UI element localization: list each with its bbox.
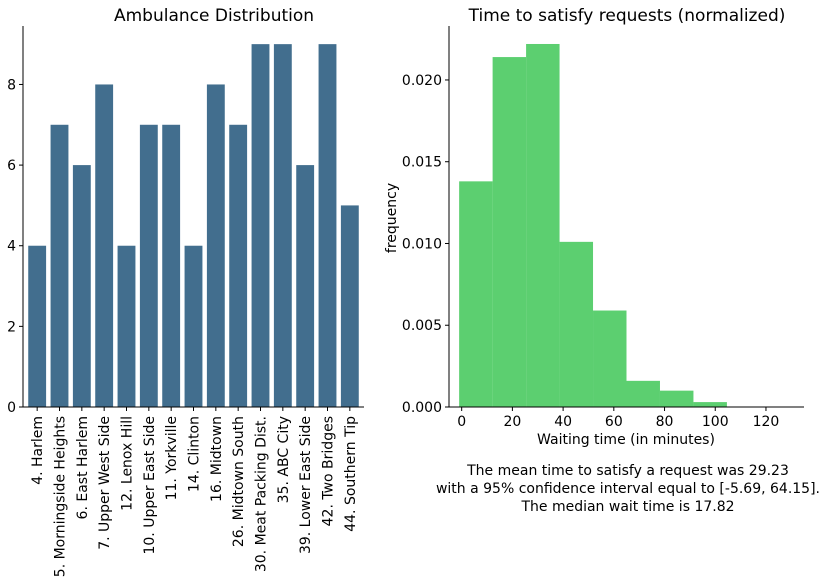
right-y-axis-label: frequency	[384, 183, 400, 253]
summary-line-median: The median wait time is 17.82	[521, 499, 735, 515]
summary-line-ci: with a 95% confidence interval equal to …	[435, 481, 821, 497]
x-tick-label: 26. Midtown South	[231, 416, 247, 547]
x-tick-label: 39. Lower East Side	[298, 416, 314, 554]
x-tick-label: 11. Yorkville	[164, 416, 180, 500]
x-tick-label: 44. Southern Tip	[343, 416, 359, 532]
bar	[50, 124, 69, 408]
right-histogram-plot: 0 20 40 60 80 100 120 0.000 0.005 0.010 0.015 0.020	[402, 26, 804, 430]
y-tick-label: 0.020	[402, 73, 442, 89]
bar	[162, 124, 181, 408]
x-tick-label: 14. Clinton	[187, 416, 203, 492]
bar	[28, 245, 47, 407]
y-tick-label: 8	[7, 77, 16, 93]
x-tick-label: 10. Upper East Side	[142, 416, 158, 555]
x-tick-label: 35. ABC City	[276, 416, 292, 503]
histogram-bar	[626, 380, 660, 407]
x-tick-label: 40	[554, 414, 572, 430]
right-chart-title: Time to satisfy requests (normalized)	[468, 6, 786, 26]
bar	[184, 245, 203, 407]
x-tick-label: 120	[753, 414, 780, 430]
histogram-bar	[693, 402, 727, 407]
y-tick-label: 0.010	[402, 236, 442, 252]
x-tick-label: 20	[503, 414, 521, 430]
x-tick-label: 12. Lenox Hill	[120, 416, 136, 511]
x-tick-label: 30. Meat Packing Dist.	[254, 416, 270, 572]
x-tick-label: 5. Morningside Heights	[53, 416, 69, 577]
right-x-axis-label: Waiting time (in minutes)	[537, 432, 715, 448]
left-chart-title: Ambulance Distribution	[114, 6, 314, 26]
x-tick-label: 4. Harlem	[30, 416, 46, 485]
bar	[318, 44, 337, 408]
bar	[296, 165, 315, 407]
bar	[229, 124, 248, 408]
bar	[206, 84, 225, 407]
x-tick-label: 100	[702, 414, 729, 430]
histogram-bar	[492, 57, 527, 408]
x-tick-label: 0	[457, 414, 466, 430]
y-tick-label: 0.015	[402, 155, 442, 171]
histogram-bar	[659, 390, 694, 407]
bar	[139, 124, 158, 408]
y-tick-label: 0.005	[402, 318, 442, 334]
x-tick-label: 6. East Harlem	[75, 416, 91, 519]
histogram-bar	[593, 310, 627, 407]
histogram-bar	[459, 181, 493, 407]
bar	[95, 84, 114, 407]
x-tick-label: 16. Midtown	[209, 416, 225, 502]
bar	[273, 44, 292, 408]
x-tick-label: 42. Two Bridges	[321, 416, 337, 526]
x-tick-label: 60	[605, 414, 623, 430]
left-bar-plot: 4. Harlem 5. Morningside Heights 6. East H…	[7, 26, 364, 577]
x-tick-label: 7. Upper West Side	[97, 416, 113, 550]
histogram-bar	[526, 43, 560, 408]
y-tick-label: 0	[7, 400, 16, 416]
x-tick-label: 80	[656, 414, 674, 430]
summary-text: The mean time to satisfy a request was 2…	[418, 462, 826, 516]
y-tick-label: 0.000	[402, 400, 442, 416]
bar	[72, 165, 91, 407]
bar	[340, 205, 359, 407]
bar	[117, 245, 136, 407]
bar	[251, 44, 270, 408]
y-tick-label: 4	[7, 239, 16, 255]
y-tick-label: 2	[7, 319, 16, 335]
y-tick-label: 6	[7, 158, 16, 174]
histogram-bar	[559, 241, 594, 407]
summary-line-mean: The mean time to satisfy a request was 2…	[467, 463, 789, 479]
